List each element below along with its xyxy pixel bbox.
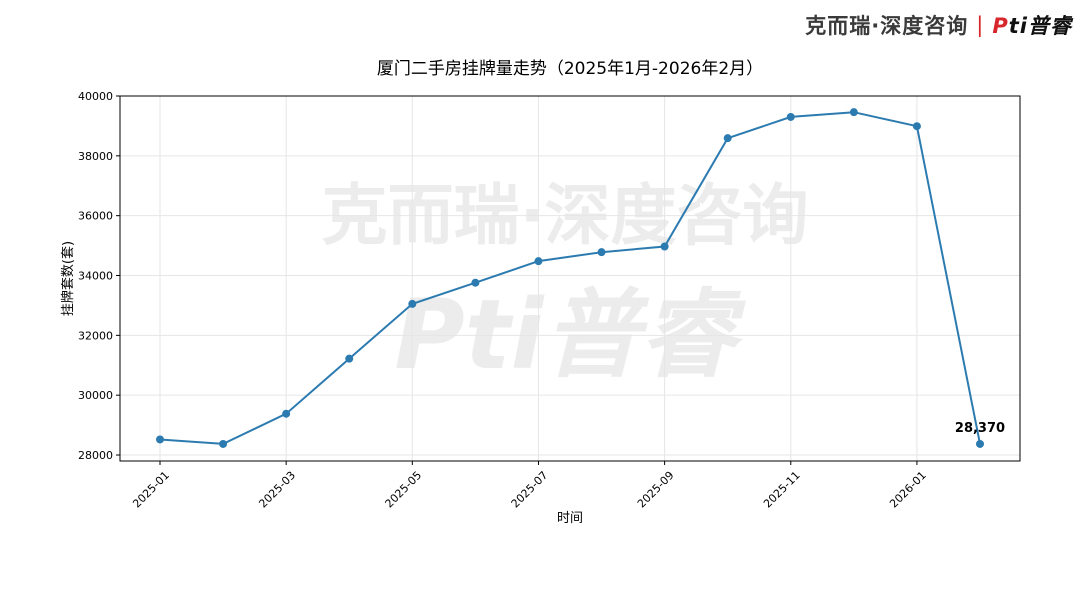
data-point: [282, 409, 291, 418]
data-point: [660, 242, 669, 251]
x-axis-label: 时间: [557, 511, 583, 526]
brand-header: 克而瑞·深度咨询 | Pti普睿: [805, 10, 1072, 40]
brand-logo: Pti普睿: [992, 10, 1072, 40]
data-point: [786, 112, 795, 121]
data-point: [408, 299, 417, 308]
x-tick-label: 2026-01: [887, 469, 929, 511]
y-tick-label: 30000: [78, 389, 113, 402]
data-point: [849, 108, 858, 117]
brand-separator: |: [976, 13, 985, 37]
y-tick-label: 40000: [78, 90, 113, 103]
y-tick-label: 32000: [78, 329, 113, 342]
y-axis-label: 挂牌套数(套): [60, 241, 76, 316]
x-tick-label: 2025-11: [761, 469, 803, 511]
x-tick-label: 2025-07: [509, 469, 551, 511]
x-tick-label: 2025-01: [130, 469, 172, 511]
data-point: [976, 439, 984, 448]
plot-frame: [119, 95, 1021, 462]
chart-title: 厦门二手房挂牌量走势（2025年1月-2026年2月）: [377, 59, 763, 79]
x-tick-label: 2025-09: [635, 469, 677, 511]
data-point: [597, 248, 606, 257]
y-tick-label: 34000: [78, 270, 113, 283]
data-point: [471, 278, 480, 287]
brand-logo-rest: ti普睿: [1008, 14, 1072, 38]
data-label: 28,370: [955, 421, 1005, 436]
data-point: [723, 134, 732, 143]
brand-logo-accent: P: [992, 14, 1009, 38]
y-tick-label: 38000: [78, 150, 113, 163]
y-tick-label: 28000: [78, 449, 113, 462]
x-tick-label: 2025-05: [383, 469, 425, 511]
data-point: [534, 257, 543, 266]
data-point: [219, 439, 228, 448]
data-point: [912, 122, 921, 131]
series-line: [159, 111, 981, 445]
data-point: [156, 435, 164, 444]
brand-name-left: 克而瑞·深度咨询: [805, 14, 969, 38]
y-tick-label: 36000: [78, 210, 113, 223]
data-point: [345, 354, 354, 363]
x-tick-label: 2025-03: [256, 469, 298, 511]
